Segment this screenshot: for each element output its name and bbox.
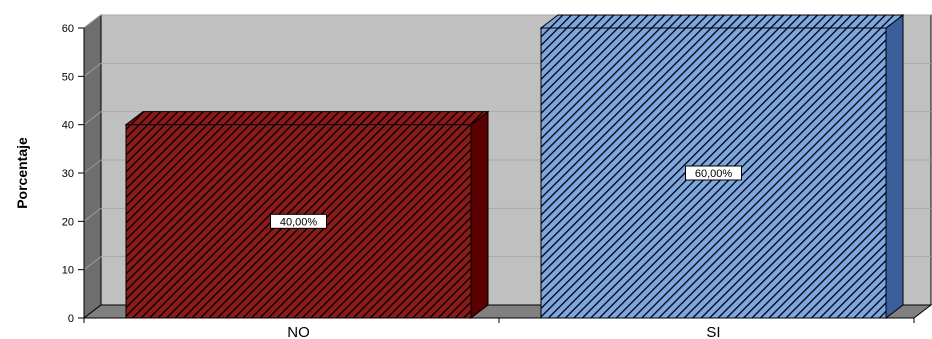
y-tick-label: 60: [62, 23, 74, 35]
bar-top-face: [124, 111, 490, 126]
gridline-side: [83, 256, 102, 271]
x-tick-label: SI: [706, 324, 720, 339]
x-tick-label: NO: [287, 324, 310, 339]
y-axis-label: Porcentaje: [14, 137, 30, 209]
x-axis: NO SI: [83, 317, 915, 339]
y-tick-label: 20: [62, 216, 74, 228]
bar-si: 60,00%: [539, 13, 905, 320]
data-label: 60,00%: [695, 168, 733, 180]
y-axis: 0 10 20 30 40 50 60: [62, 23, 85, 325]
y-tick-label: 10: [62, 265, 74, 277]
gridline-side: [83, 62, 102, 77]
bar-no: 40,00%: [124, 110, 490, 320]
y-tick-label: 50: [62, 71, 74, 83]
bar-side-face: [885, 13, 904, 320]
bars: 40,00% 60,00%: [124, 13, 905, 320]
y-tick-label: 30: [62, 168, 74, 180]
y-tick-label: 0: [68, 313, 74, 325]
data-label-box: [270, 213, 327, 229]
bar-side-face: [470, 110, 489, 320]
gridline-side: [83, 14, 102, 29]
data-label: 40,00%: [280, 216, 318, 228]
y-tick-label: 40: [62, 120, 74, 132]
gridline-side: [83, 159, 102, 174]
bar-top-face: [539, 14, 905, 29]
data-label-box: [685, 165, 742, 181]
gridline-side: [83, 111, 102, 126]
gridline-side: [83, 207, 102, 222]
